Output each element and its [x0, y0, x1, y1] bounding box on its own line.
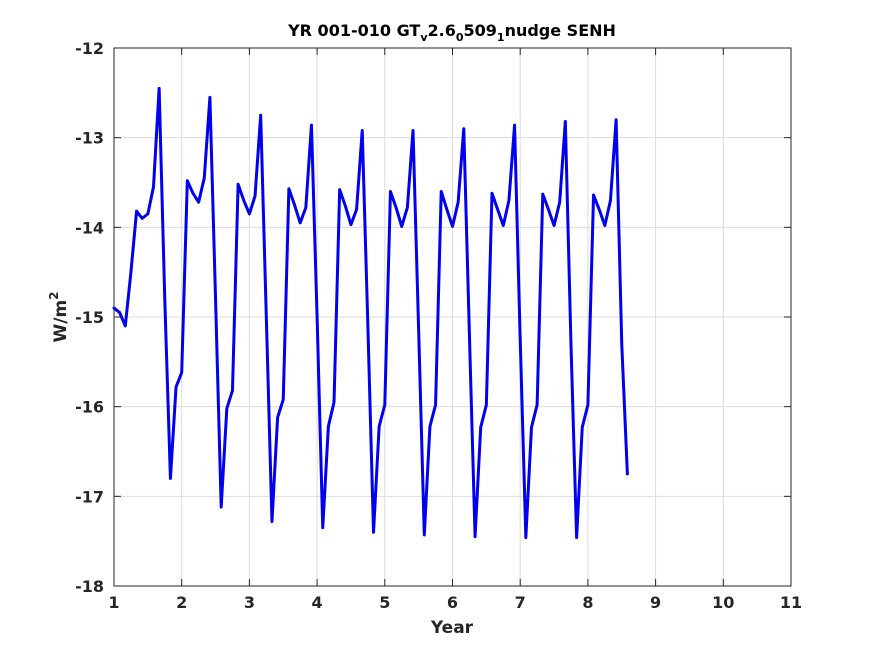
x-tick-label: 7 [515, 593, 526, 612]
series-group [112, 86, 629, 540]
title-subscript: 1 [497, 31, 505, 44]
title-part: 2.6 [428, 21, 456, 40]
x-tick-label: 1 [108, 593, 119, 612]
x-axis-label: Year [430, 618, 474, 638]
y-tick-label: -15 [75, 308, 104, 327]
x-tick-label: 4 [312, 593, 323, 612]
title-subscript: v [420, 31, 428, 44]
axis-ticks: 1 2 3 4 5 6 7 8 9 10 11 -18 -17 -16 -15 -14 -13 -12 [75, 39, 802, 612]
x-tick-label: 2 [176, 593, 187, 612]
x-tick-label: 11 [780, 593, 802, 612]
chart-title: YR 001-010 GTv2.605091nudge SENH [287, 21, 616, 44]
x-tick-label: 10 [712, 593, 734, 612]
series-line [112, 86, 629, 540]
y-axis-label: W/m2 [47, 291, 71, 342]
y-tick-label: -18 [75, 577, 104, 596]
y-tick-label: -16 [75, 398, 104, 417]
x-tick-label: 5 [379, 593, 390, 612]
title-part: YR 001-010 GT [287, 21, 420, 40]
x-tick-label: 9 [650, 593, 661, 612]
y-tick-label: -17 [75, 487, 104, 506]
y-label-superscript: 2 [47, 291, 61, 299]
x-tick-label: 3 [244, 593, 255, 612]
y-tick-label: -13 [75, 129, 104, 148]
x-tick-label: 8 [582, 593, 593, 612]
x-tick-label: 6 [447, 593, 458, 612]
y-tick-label: -12 [75, 39, 104, 58]
y-label-base: W/m [51, 300, 71, 343]
title-part: 509 [464, 21, 497, 40]
title-subscript: 0 [456, 31, 464, 44]
title-part: nudge SENH [505, 21, 616, 40]
y-tick-label: -14 [75, 218, 104, 237]
